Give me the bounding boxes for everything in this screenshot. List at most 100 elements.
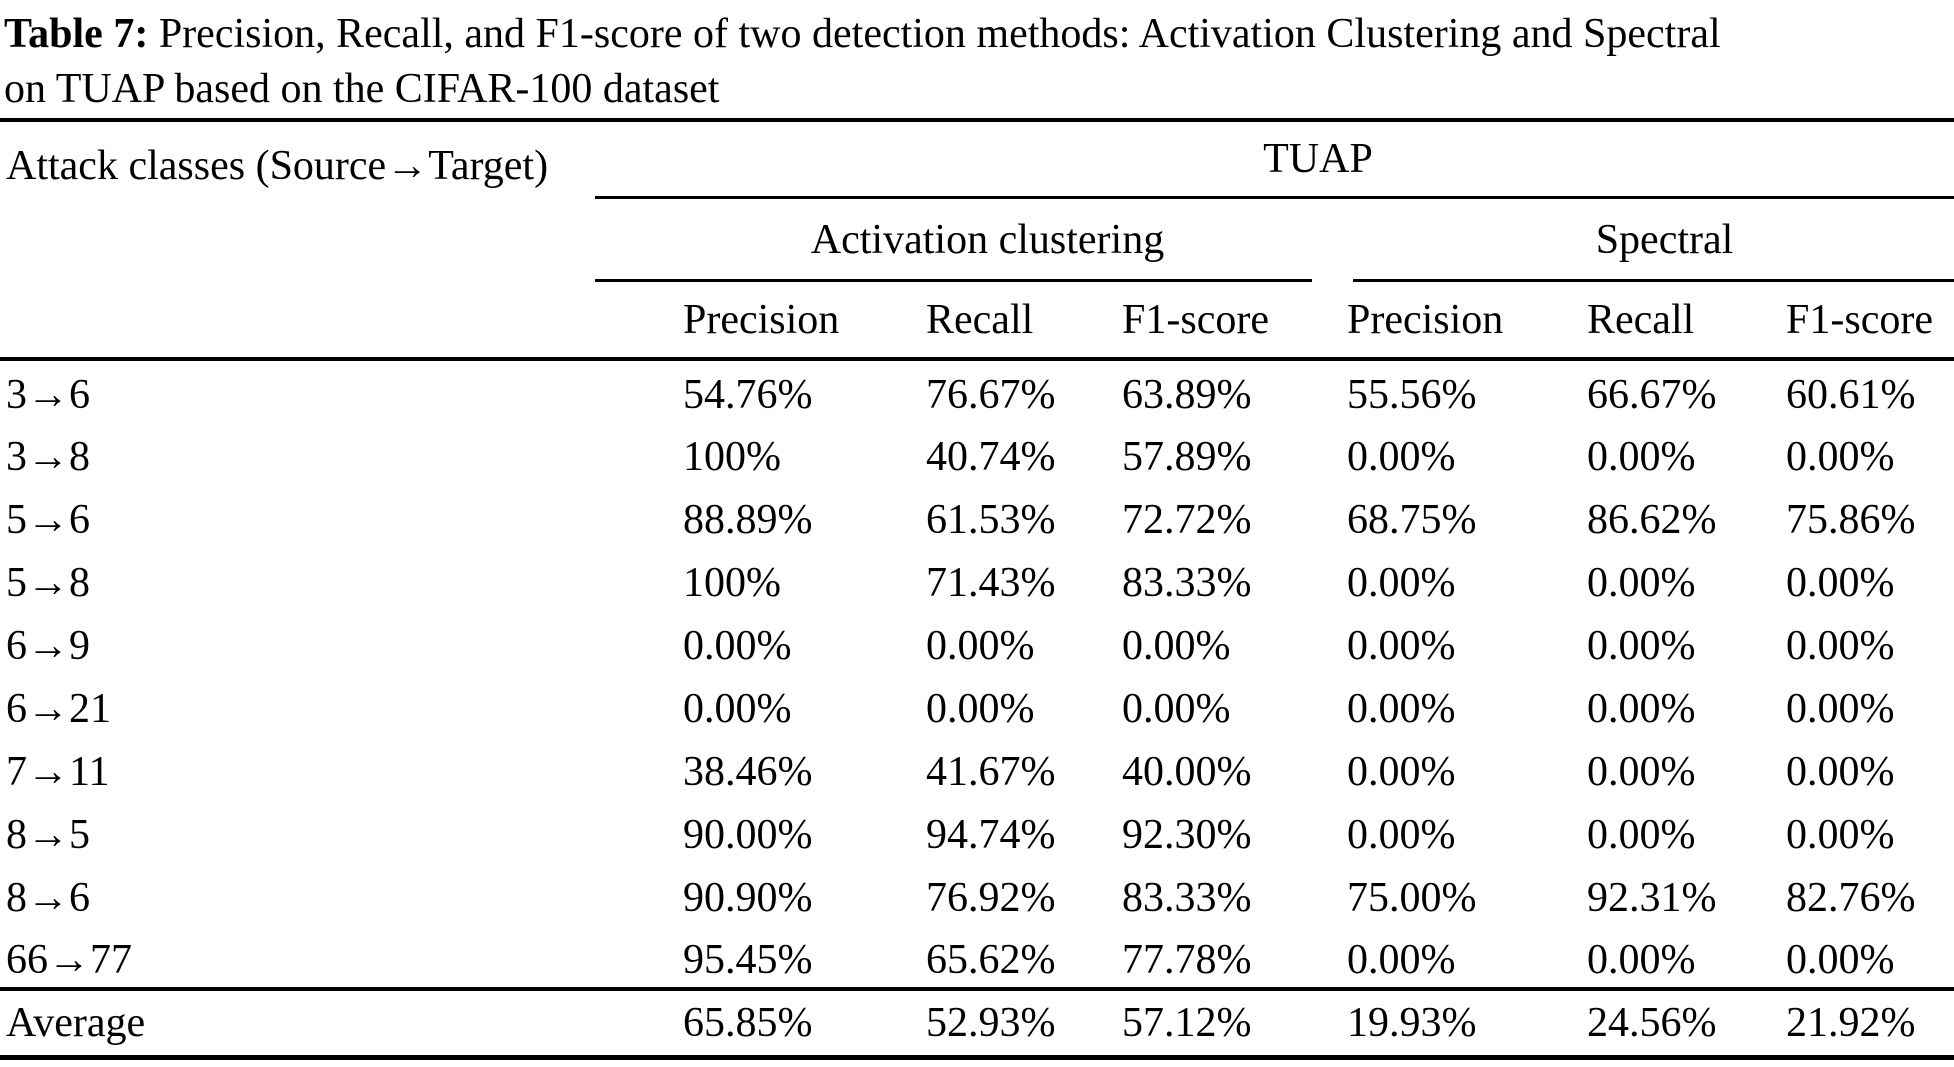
value-cell: 0.00% (1786, 811, 1895, 858)
value-cell: 75.00% (1347, 874, 1477, 921)
value-cell: 0.00% (926, 622, 1035, 669)
attack-class-label: 66→77 (6, 936, 132, 983)
span-header-tuap: TUAP (595, 120, 1954, 199)
value-cell: 52.93% (900, 987, 1100, 1057)
value-cell: 0.00% (1122, 685, 1231, 732)
attack-class-label: 7→11 (6, 748, 110, 795)
average-label: Average (0, 987, 595, 1057)
value-cell: 76.92% (926, 874, 1056, 921)
metric-header-recall: Recall (900, 282, 1100, 361)
value-cell: 92.30% (1122, 811, 1252, 858)
value-cell: 72.72% (1122, 496, 1252, 543)
value-cell: 41.67% (926, 748, 1056, 795)
metric-header-precision: Precision (1320, 282, 1565, 361)
attack-class-label: 8→5 (6, 811, 90, 858)
value-cell: 0.00% (1587, 685, 1696, 732)
results-table: Attack classes (Source→Target) TUAP Acti… (0, 118, 1954, 1060)
value-cell: 0.00% (1786, 433, 1895, 480)
table-row: 8→6 90.90% 76.92% 83.33% 75.00% 92.31% 8… (0, 863, 1954, 926)
value-cell: 0.00% (683, 622, 792, 669)
value-cell: 94.74% (926, 811, 1056, 858)
value-cell: 54.76% (683, 371, 813, 418)
attack-class-label: 6→9 (6, 622, 90, 669)
value-cell: 0.00% (1347, 936, 1456, 983)
caption-text-line1: Precision, Recall, and F1-score of two d… (158, 11, 1721, 57)
value-cell: 0.00% (1786, 936, 1895, 983)
value-cell: 0.00% (1347, 433, 1456, 480)
value-cell: 65.85% (595, 987, 900, 1057)
value-cell: 76.67% (926, 371, 1056, 418)
value-cell: 55.56% (1347, 371, 1477, 418)
value-cell: 21.92% (1765, 987, 1954, 1057)
value-cell: 57.12% (1100, 987, 1320, 1057)
metric-header-f1-score: F1-score (1100, 282, 1320, 361)
caption-text-line2: on TUAP based on the CIFAR-100 dataset (4, 66, 720, 112)
caption-label: Table 7: (4, 11, 149, 57)
value-cell: 0.00% (1347, 811, 1456, 858)
value-cell: 100% (683, 433, 781, 480)
value-cell: 24.56% (1565, 987, 1765, 1057)
value-cell: 77.78% (1122, 936, 1252, 983)
value-cell: 83.33% (1122, 874, 1252, 921)
value-cell: 0.00% (926, 685, 1035, 732)
table-row: 5→8 100% 71.43% 83.33% 0.00% 0.00% 0.00% (0, 548, 1954, 611)
value-cell: 0.00% (1786, 622, 1895, 669)
table-row: 5→6 88.89% 61.53% 72.72% 68.75% 86.62% 7… (0, 485, 1954, 548)
value-cell: 92.31% (1587, 874, 1717, 921)
metric-header-f1-score: F1-score (1765, 282, 1954, 361)
value-cell: 90.00% (683, 811, 813, 858)
table-row: 3→8 100% 40.74% 57.89% 0.00% 0.00% 0.00% (0, 422, 1954, 485)
attack-class-label: 3→8 (6, 433, 90, 480)
value-cell: 0.00% (1587, 622, 1696, 669)
table-row: 66→77 95.45% 65.62% 77.78% 0.00% 0.00% 0… (0, 926, 1954, 989)
metric-header-precision: Precision (595, 282, 900, 361)
value-cell: 0.00% (1347, 748, 1456, 795)
table-row: 8→5 90.00% 94.74% 92.30% 0.00% 0.00% 0.0… (0, 800, 1954, 863)
value-cell: 0.00% (1347, 559, 1456, 606)
value-cell: 61.53% (926, 496, 1056, 543)
value-cell: 0.00% (1347, 685, 1456, 732)
value-cell: 90.90% (683, 874, 813, 921)
value-cell: 0.00% (1786, 685, 1895, 732)
value-cell: 0.00% (1587, 811, 1696, 858)
table-row: 7→11 38.46% 41.67% 40.00% 0.00% 0.00% 0.… (0, 737, 1954, 800)
table-row: 6→21 0.00% 0.00% 0.00% 0.00% 0.00% 0.00% (0, 674, 1954, 737)
value-cell: 40.00% (1122, 748, 1252, 795)
value-cell: 95.45% (683, 936, 813, 983)
attack-class-label: 5→8 (6, 559, 90, 606)
value-cell: 0.00% (1786, 559, 1895, 606)
header-row-span: Attack classes (Source→Target) TUAP (0, 120, 1954, 361)
header-row-groups: Activation clustering Spectral (0, 197, 1954, 282)
value-cell: 82.76% (1786, 874, 1916, 921)
value-cell: 71.43% (926, 559, 1056, 606)
attack-class-label: 3→6 (6, 371, 90, 418)
average-row: Average 65.85% 52.93% 57.12% 19.93% 24.5… (0, 987, 1954, 1057)
value-cell: 75.86% (1786, 496, 1916, 543)
value-cell: 0.00% (1587, 748, 1696, 795)
table-row: 3→6 54.76% 76.67% 63.89% 55.56% 66.67% 6… (0, 359, 1954, 422)
value-cell: 100% (683, 559, 781, 606)
attack-class-label: 5→6 (6, 496, 90, 543)
value-cell: 0.00% (1786, 748, 1895, 795)
value-cell: 83.33% (1122, 559, 1252, 606)
value-cell: 57.89% (1122, 433, 1252, 480)
metric-header-recall: Recall (1565, 282, 1765, 361)
value-cell: 38.46% (683, 748, 813, 795)
value-cell: 66.67% (1587, 371, 1717, 418)
attack-class-label: 6→21 (6, 685, 111, 732)
value-cell: 0.00% (1587, 936, 1696, 983)
value-cell: 0.00% (683, 685, 792, 732)
group-header-spectral: Spectral (1320, 197, 1954, 282)
value-cell: 65.62% (926, 936, 1056, 983)
corner-header: Attack classes (Source→Target) (0, 120, 595, 361)
group-header-activation-clustering: Activation clustering (595, 197, 1320, 282)
value-cell: 0.00% (1347, 622, 1456, 669)
value-cell: 40.74% (926, 433, 1056, 480)
value-cell: 19.93% (1320, 987, 1565, 1057)
value-cell: 0.00% (1587, 559, 1696, 606)
table-row: 6→9 0.00% 0.00% 0.00% 0.00% 0.00% 0.00% (0, 611, 1954, 674)
value-cell: 0.00% (1122, 622, 1231, 669)
attack-class-label: 8→6 (6, 874, 90, 921)
value-cell: 63.89% (1122, 371, 1252, 418)
table-caption: Table 7: Precision, Recall, and F1-score… (0, 0, 1954, 117)
